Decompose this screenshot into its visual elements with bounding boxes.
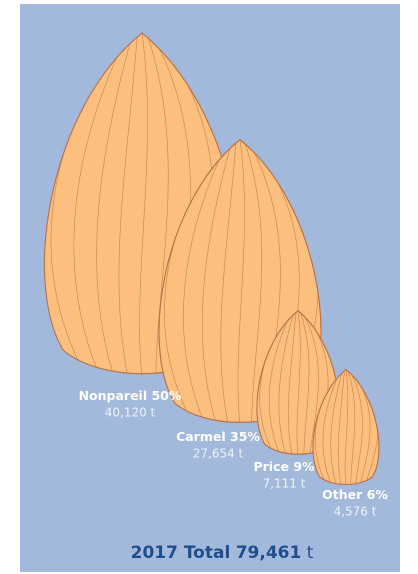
texture-line xyxy=(278,310,295,455)
texture-line xyxy=(118,33,138,374)
total-value: 79,461 xyxy=(236,543,302,563)
category-name: Other xyxy=(322,487,363,502)
texture-line xyxy=(322,369,342,485)
texture-line xyxy=(299,310,310,455)
title: 2017 Total xyxy=(131,543,231,563)
share-label: 35% xyxy=(230,429,260,444)
category-label: Carmel 35% xyxy=(176,429,260,444)
texture-line xyxy=(139,33,148,374)
texture-line xyxy=(296,310,301,455)
total-line: 2017 Total 79,461 t xyxy=(131,543,314,563)
category-label: Price 9% xyxy=(253,459,315,474)
almond-group xyxy=(43,32,380,486)
almond-outline xyxy=(158,138,322,423)
category-name: Carmel xyxy=(176,429,226,444)
texture-line xyxy=(201,139,233,423)
category-name: Nonpareil xyxy=(79,388,148,403)
texture-line xyxy=(330,369,344,485)
texture-line xyxy=(220,139,237,423)
texture-line xyxy=(268,310,293,455)
almond-outline xyxy=(312,368,380,486)
share-label: 9% xyxy=(293,459,315,474)
share-label: 6% xyxy=(367,487,389,502)
tonnage-label: 4,576 t xyxy=(334,505,377,519)
texture-line xyxy=(301,310,319,455)
almond-outline xyxy=(256,310,340,455)
tonnage-label: 40,120 t xyxy=(105,406,156,420)
tonnage-label: 27,654 t xyxy=(193,447,244,461)
texture-line xyxy=(73,33,129,374)
texture-line xyxy=(237,139,245,423)
total-unit: t xyxy=(307,543,314,563)
texture-line xyxy=(347,369,356,485)
texture-line xyxy=(348,369,363,485)
texture-line xyxy=(183,139,229,423)
share-label: 50% xyxy=(151,388,181,403)
texture-line xyxy=(337,369,345,485)
texture-line xyxy=(243,139,263,423)
category-name: Price xyxy=(253,459,289,474)
texture-line xyxy=(96,33,134,374)
texture-line xyxy=(287,310,297,455)
category-label: Nonpareil 50% xyxy=(79,388,182,403)
texture-line xyxy=(344,369,349,485)
category-label: Other 6% xyxy=(322,487,388,502)
texture-line xyxy=(146,33,169,374)
tonnage-label: 7,111 t xyxy=(263,477,306,491)
label-group: Nonpareil 50% 40,120 t Carmel 35% 27,654 t P… xyxy=(79,388,389,519)
